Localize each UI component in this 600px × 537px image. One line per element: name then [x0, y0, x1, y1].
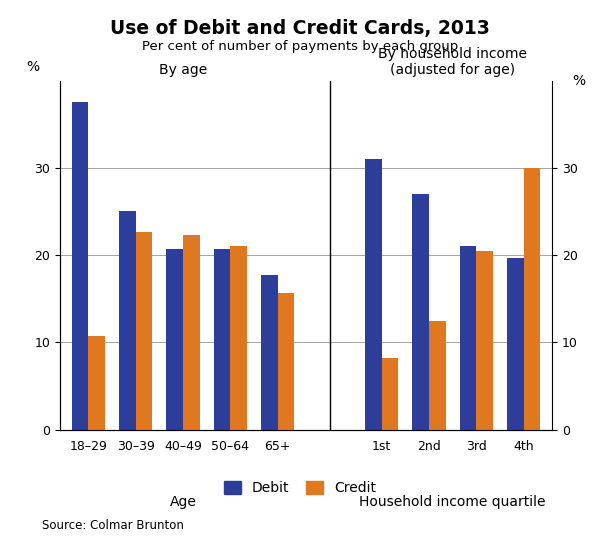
Text: By household income
(adjusted for age): By household income (adjusted for age) — [378, 47, 527, 77]
Bar — [382, 358, 398, 430]
Y-axis label: %: % — [26, 60, 40, 74]
Legend: Debit, Credit: Debit, Credit — [218, 475, 382, 500]
Bar — [365, 159, 382, 430]
Bar — [183, 235, 200, 430]
Bar — [72, 103, 88, 430]
Bar — [460, 246, 476, 430]
Text: Age: Age — [170, 495, 196, 509]
Bar — [507, 258, 524, 430]
Bar — [230, 246, 247, 430]
Text: Source: Colmar Brunton: Source: Colmar Brunton — [42, 519, 184, 532]
Bar — [136, 231, 152, 430]
Bar — [166, 249, 183, 430]
Text: By age: By age — [159, 63, 207, 77]
Bar — [476, 251, 493, 430]
Bar — [88, 336, 105, 430]
Bar — [119, 212, 136, 430]
Text: Use of Debit and Credit Cards, 2013: Use of Debit and Credit Cards, 2013 — [110, 19, 490, 38]
Bar — [429, 321, 446, 430]
Bar — [214, 249, 230, 430]
Bar — [261, 275, 278, 430]
Bar — [524, 168, 540, 430]
Text: Household income quartile: Household income quartile — [359, 495, 546, 509]
Bar — [278, 293, 294, 430]
Text: Per cent of number of payments by each group: Per cent of number of payments by each g… — [142, 40, 458, 53]
Bar — [412, 194, 429, 430]
Y-axis label: %: % — [572, 74, 586, 88]
